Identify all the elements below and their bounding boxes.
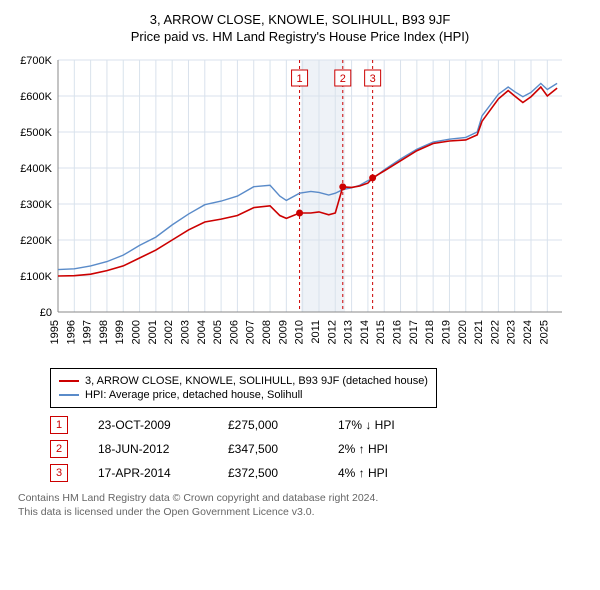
transaction-row: 2 18-JUN-2012 £347,500 2% ↑ HPI bbox=[50, 440, 590, 458]
svg-text:2009: 2009 bbox=[277, 320, 289, 344]
svg-text:2010: 2010 bbox=[294, 320, 306, 344]
svg-text:2008: 2008 bbox=[261, 320, 273, 344]
transaction-marker: 2 bbox=[50, 440, 68, 458]
footer-attribution: Contains HM Land Registry data © Crown c… bbox=[18, 492, 590, 519]
svg-text:2003: 2003 bbox=[179, 320, 191, 344]
transaction-price: £372,500 bbox=[228, 466, 308, 480]
svg-text:2012: 2012 bbox=[326, 320, 338, 344]
legend-item: 3, ARROW CLOSE, KNOWLE, SOLIHULL, B93 9J… bbox=[59, 375, 428, 387]
svg-text:£400K: £400K bbox=[20, 163, 52, 175]
legend-label: HPI: Average price, detached house, Soli… bbox=[85, 389, 303, 401]
price-chart: £0 £100K £200K £300K £400K £500K £600K £700K 199… bbox=[10, 52, 570, 362]
legend: 3, ARROW CLOSE, KNOWLE, SOLIHULL, B93 9J… bbox=[50, 368, 437, 408]
svg-text:£300K: £300K bbox=[20, 199, 52, 211]
svg-text:1995: 1995 bbox=[49, 320, 61, 344]
svg-text:1998: 1998 bbox=[98, 320, 110, 344]
transaction-delta: 4% ↑ HPI bbox=[338, 466, 438, 480]
svg-text:2019: 2019 bbox=[440, 320, 452, 344]
svg-text:2015: 2015 bbox=[375, 320, 387, 344]
transaction-marker: 1 bbox=[50, 416, 68, 434]
transaction-date: 23-OCT-2009 bbox=[98, 418, 198, 432]
chart-container: £0 £100K £200K £300K £400K £500K £600K £700K 199… bbox=[10, 52, 590, 362]
svg-text:£0: £0 bbox=[40, 307, 52, 319]
svg-text:2016: 2016 bbox=[392, 320, 404, 344]
svg-text:2023: 2023 bbox=[506, 320, 518, 344]
svg-text:2011: 2011 bbox=[310, 320, 322, 344]
transaction-delta: 17% ↓ HPI bbox=[338, 418, 438, 432]
transaction-date: 17-APR-2014 bbox=[98, 466, 198, 480]
svg-text:2006: 2006 bbox=[228, 320, 240, 344]
svg-text:2014: 2014 bbox=[359, 320, 371, 344]
transactions-table: 1 23-OCT-2009 £275,000 17% ↓ HPI 2 18-JUN-201… bbox=[50, 416, 590, 482]
svg-text:£600K: £600K bbox=[20, 91, 52, 103]
svg-text:£200K: £200K bbox=[20, 235, 52, 247]
svg-text:2: 2 bbox=[340, 73, 346, 85]
svg-text:2017: 2017 bbox=[408, 320, 420, 344]
svg-text:2018: 2018 bbox=[424, 320, 436, 344]
footer-line-1: Contains HM Land Registry data © Crown c… bbox=[18, 492, 590, 506]
svg-text:3: 3 bbox=[370, 73, 376, 85]
svg-text:1: 1 bbox=[296, 73, 302, 85]
transaction-row: 3 17-APR-2014 £372,500 4% ↑ HPI bbox=[50, 464, 590, 482]
legend-item: HPI: Average price, detached house, Soli… bbox=[59, 389, 428, 401]
transaction-row: 1 23-OCT-2009 £275,000 17% ↓ HPI bbox=[50, 416, 590, 434]
svg-text:£700K: £700K bbox=[20, 55, 52, 67]
transaction-marker: 3 bbox=[50, 464, 68, 482]
svg-text:2007: 2007 bbox=[245, 320, 257, 344]
transaction-price: £275,000 bbox=[228, 418, 308, 432]
svg-text:2013: 2013 bbox=[343, 320, 355, 344]
transaction-price: £347,500 bbox=[228, 442, 308, 456]
legend-swatch bbox=[59, 394, 79, 396]
svg-text:2002: 2002 bbox=[163, 320, 175, 344]
svg-text:2021: 2021 bbox=[473, 320, 485, 344]
svg-text:2005: 2005 bbox=[212, 320, 224, 344]
svg-text:1997: 1997 bbox=[82, 320, 94, 344]
svg-text:2025: 2025 bbox=[538, 320, 550, 344]
chart-title: 3, ARROW CLOSE, KNOWLE, SOLIHULL, B93 9J… bbox=[10, 12, 590, 27]
svg-text:2004: 2004 bbox=[196, 320, 208, 344]
svg-text:2000: 2000 bbox=[131, 320, 143, 344]
svg-text:2022: 2022 bbox=[489, 320, 501, 344]
svg-text:2024: 2024 bbox=[522, 320, 534, 344]
svg-text:1996: 1996 bbox=[65, 320, 77, 344]
transaction-date: 18-JUN-2012 bbox=[98, 442, 198, 456]
legend-label: 3, ARROW CLOSE, KNOWLE, SOLIHULL, B93 9J… bbox=[85, 375, 428, 387]
chart-subtitle: Price paid vs. HM Land Registry's House … bbox=[10, 29, 590, 44]
svg-text:£100K: £100K bbox=[20, 271, 52, 283]
svg-text:2020: 2020 bbox=[457, 320, 469, 344]
transaction-delta: 2% ↑ HPI bbox=[338, 442, 438, 456]
footer-line-2: This data is licensed under the Open Gov… bbox=[18, 506, 590, 520]
svg-text:2001: 2001 bbox=[147, 320, 159, 344]
legend-swatch bbox=[59, 380, 79, 382]
svg-text:£500K: £500K bbox=[20, 127, 52, 139]
svg-text:1999: 1999 bbox=[114, 320, 126, 344]
